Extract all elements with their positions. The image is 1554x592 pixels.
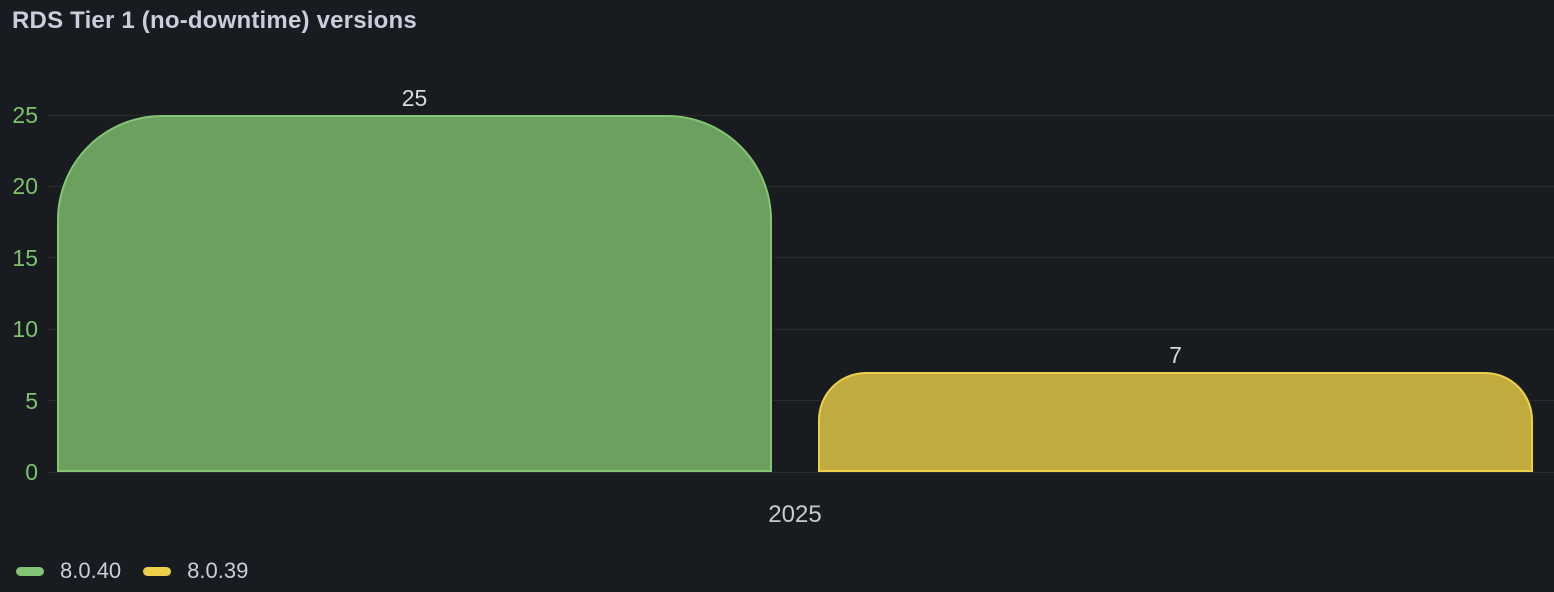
gridline-10 (48, 328, 1554, 330)
y-axis-tick-20: 20 (12, 173, 38, 200)
legend-item-8-0-39[interactable]: 8.0.39 (143, 558, 248, 584)
legend-label-8-0-40: 8.0.40 (60, 558, 122, 583)
legend-swatch-yellow (143, 566, 172, 576)
y-axis-tick-0: 0 (25, 459, 38, 485)
y-axis-tick-15: 15 (12, 244, 38, 271)
gridline-15 (48, 257, 1554, 259)
bar-8.0.40[interactable] (57, 115, 772, 472)
value-label-8.0.40: 25 (401, 85, 428, 111)
legend-label-8-0-39: 8.0.39 (187, 558, 249, 583)
gridline-20 (48, 185, 1554, 187)
legend: 8.0.40 8.0.39 (16, 558, 248, 584)
gridline-5 (48, 400, 1554, 402)
gridline-25 (48, 114, 1554, 116)
legend-item-8-0-40[interactable]: 8.0.40 (16, 558, 121, 584)
y-axis-tick-10: 10 (12, 316, 38, 343)
bar-8.0.39[interactable] (818, 372, 1533, 472)
panel-title[interactable]: RDS Tier 1 (no-downtime) versions (12, 7, 417, 34)
value-label-8.0.39: 7 (1169, 342, 1182, 368)
x-axis-label: 2025 (768, 501, 822, 528)
gridline-0 (48, 471, 1554, 473)
legend-swatch-green (16, 566, 44, 576)
y-axis-tick-5: 5 (25, 387, 38, 414)
y-axis-tick-25: 25 (12, 102, 38, 128)
